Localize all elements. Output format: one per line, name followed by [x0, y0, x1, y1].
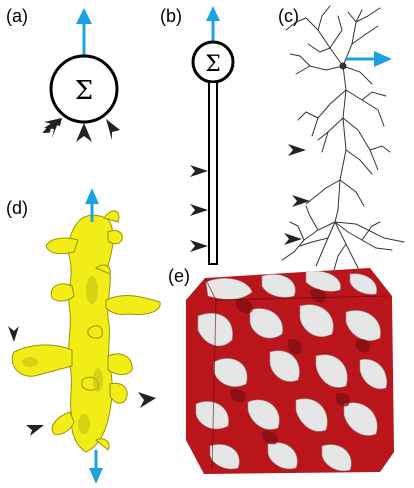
panel-d: (d)	[6, 188, 161, 484]
tissue-volume	[186, 268, 394, 474]
neuron-tracing	[281, 5, 405, 273]
panel-a: (a) Σ	[6, 6, 120, 142]
panel-c-label: (c)	[278, 6, 299, 26]
panel-b-label: (b)	[160, 6, 182, 26]
panel-d-input-arrowheads	[8, 326, 156, 436]
panel-a-sigma: Σ	[75, 76, 93, 106]
panel-b-output-arrow	[206, 6, 220, 42]
panel-d-dendrite-shading	[22, 276, 103, 434]
panel-b-input-arrowheads	[190, 165, 208, 252]
panel-c: (c)	[278, 5, 405, 273]
panel-a-summation-node	[49, 54, 119, 124]
panel-d-output-arrow-bottom	[89, 450, 103, 484]
panel-d-output-arrow-top	[85, 188, 99, 222]
panel-e-label: (e)	[168, 266, 190, 286]
panel-d-label: (d)	[6, 198, 28, 218]
panel-b-cable	[208, 81, 218, 265]
panel-a-input-arrowheads	[42, 118, 120, 142]
panel-b-sigma: Σ	[205, 52, 221, 77]
panel-c-input-arrowheads	[284, 144, 310, 245]
panel-a-output-arrow	[76, 8, 92, 56]
panel-a-label: (a)	[6, 6, 28, 26]
dendrite-surface	[11, 210, 161, 453]
panel-e: (e)	[168, 266, 394, 474]
panel-b: (b) Σ	[160, 6, 235, 265]
panel-c-output-arrow	[346, 51, 392, 67]
